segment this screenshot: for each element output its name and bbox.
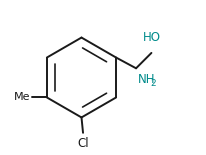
Text: HO: HO — [143, 31, 161, 44]
Text: Cl: Cl — [77, 137, 89, 150]
Text: 2: 2 — [151, 79, 156, 88]
Text: NH: NH — [138, 73, 156, 86]
Text: Me: Me — [14, 93, 30, 102]
